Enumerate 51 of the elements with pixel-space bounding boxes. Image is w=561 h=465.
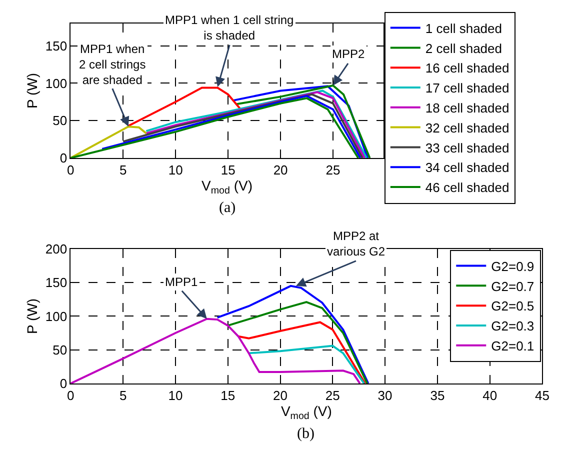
y-axis-title: P (W) (24, 298, 40, 334)
x-tick-label: 10 (168, 388, 183, 404)
legend-label: 18 cell shaded (425, 100, 510, 116)
annotation: MPP1 when 1 cell string is shaded (165, 13, 294, 43)
x-tick-label: 45 (535, 388, 550, 404)
text: (b) (297, 426, 314, 442)
x-tick-label: 20 (273, 162, 288, 178)
legend-label: G2=0.7 (491, 278, 534, 294)
x-tick-label: 25 (326, 162, 340, 178)
legend-label: 34 cell shaded (425, 160, 510, 176)
legend-label: 1 cell shaded (425, 20, 502, 36)
x-tick-label: 25 (325, 388, 340, 404)
legend-label: G2=0.5 (491, 298, 534, 314)
x-tick-label: 15 (220, 388, 236, 404)
legend-label: G2=0.1 (491, 338, 534, 354)
y-tick-label: 0 (60, 376, 68, 392)
x-axis-title: V$_{mod}$ (V) (280, 403, 332, 422)
y-tick-label: 200 (45, 241, 68, 256)
annotation: MPP1 when 2 cell strings are shaded (79, 42, 146, 88)
x-tick-label: 15 (220, 162, 236, 178)
y-axis-title: P (W) (24, 72, 40, 108)
legend-label: 33 cell shaded (425, 140, 510, 156)
legend-label: 32 cell shaded (425, 120, 510, 136)
y-tick-label: 150 (45, 275, 68, 290)
legend-label: G2=0.9 (491, 258, 534, 274)
annotation: MPP2 at various G2 (327, 229, 386, 259)
x-tick-label: 30 (378, 388, 392, 404)
annotation: MPP1 (165, 275, 198, 289)
y-tick-label: 50 (52, 342, 68, 358)
x-tick-label: 10 (168, 162, 183, 178)
x-tick-label: 20 (273, 388, 288, 404)
x-tick-label: 5 (120, 162, 127, 178)
y-tick-label: 50 (52, 113, 68, 128)
legend-label: 46 cell shaded (425, 180, 510, 196)
legend-label: 16 cell shaded (425, 60, 510, 76)
y-tick-label: 0 (60, 150, 68, 166)
annotation: MPP2 (332, 47, 366, 61)
y-tick-label: 100 (45, 308, 68, 324)
y-tick-label: 150 (45, 38, 68, 54)
line-series (248, 344, 366, 384)
text: (a) (219, 200, 236, 216)
x-tick-label: 5 (119, 388, 127, 404)
legend-label: G2=0.3 (491, 318, 534, 334)
legend-label: 2 cell shaded (425, 40, 502, 56)
x-tick-label: 35 (430, 388, 445, 404)
x-tick-label: 40 (482, 388, 498, 404)
x-axis-title: V$_{mod}$ (V) (202, 178, 253, 197)
line-series (226, 301, 368, 384)
line-series (237, 321, 366, 384)
y-tick-label: 100 (45, 76, 68, 91)
legend-label: 17 cell shaded (425, 80, 510, 96)
